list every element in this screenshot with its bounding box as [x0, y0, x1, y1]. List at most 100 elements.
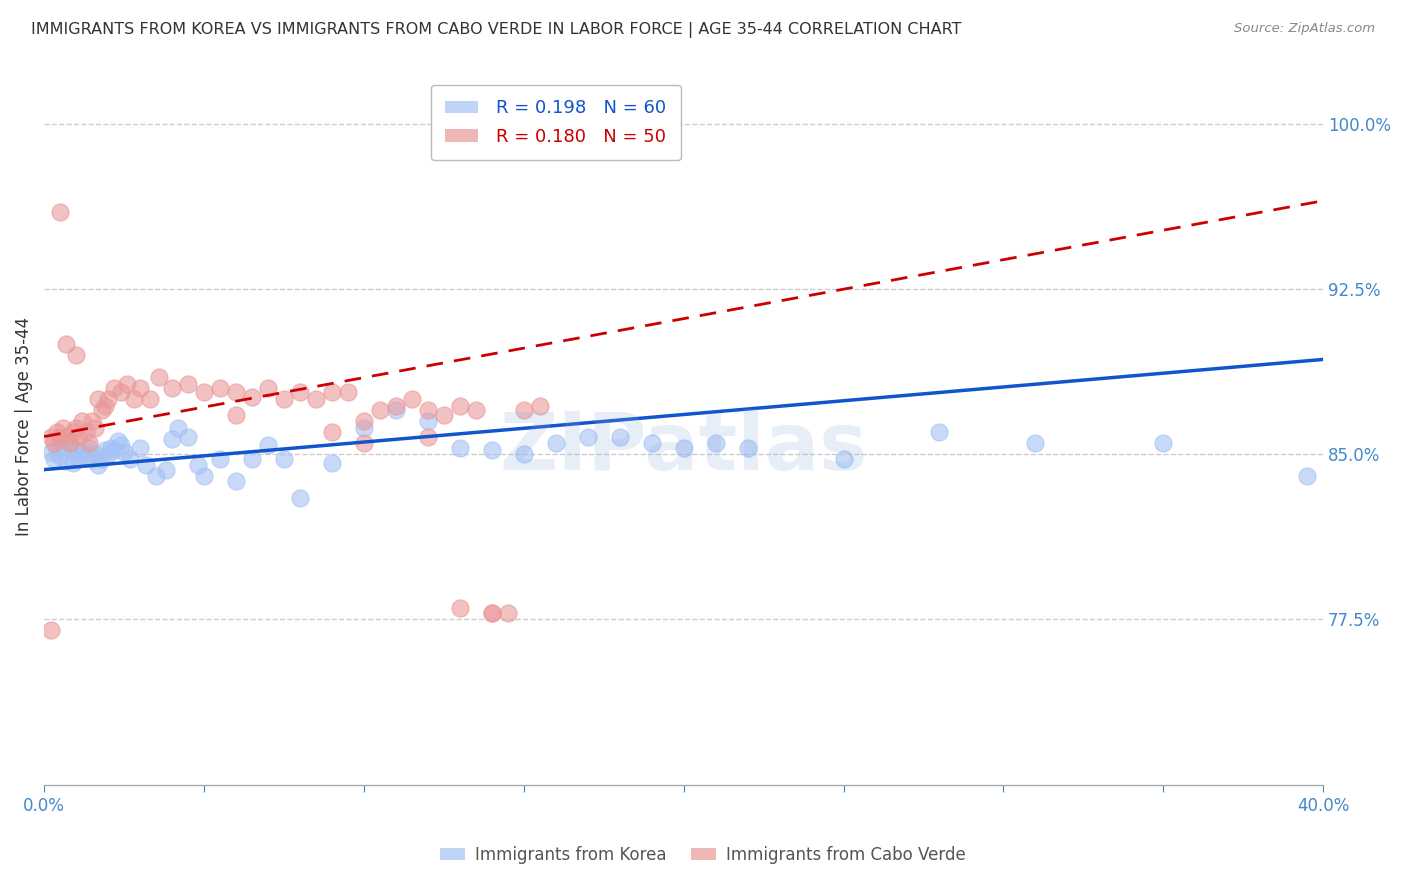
Point [39, 445, 62, 459]
Point [90, 451, 112, 466]
Point [39, 624, 62, 638]
Point [832, 451, 855, 466]
Point [288, 385, 311, 400]
Point [39, 429, 62, 443]
Point [481, 606, 503, 620]
Point [225, 474, 247, 488]
Point [449, 441, 471, 455]
Point [145, 469, 167, 483]
Point [433, 408, 456, 422]
Point [737, 441, 759, 455]
Point [288, 491, 311, 506]
Point [97, 392, 120, 406]
Point [75, 425, 97, 439]
Point [80, 451, 103, 466]
Point [305, 392, 328, 406]
Point [65, 421, 87, 435]
Point [77, 441, 100, 455]
Point [672, 441, 695, 455]
Point [368, 403, 391, 417]
Legend: R = 0.198   N = 60, R = 0.180   N = 50: R = 0.198 N = 60, R = 0.180 N = 50 [430, 85, 681, 161]
Point [257, 381, 280, 395]
Point [155, 462, 177, 476]
Point [135, 458, 157, 473]
Point [416, 414, 439, 428]
Point [928, 425, 950, 439]
Point [257, 438, 280, 452]
Text: IMMIGRANTS FROM KOREA VS IMMIGRANTS FROM CABO VERDE IN LABOR FORCE | AGE 35-44 C: IMMIGRANTS FROM KOREA VS IMMIGRANTS FROM… [31, 22, 962, 38]
Point [52, 421, 75, 435]
Point [110, 385, 132, 400]
Point [45, 441, 67, 455]
Point [449, 601, 471, 615]
Point [208, 381, 231, 395]
Point [240, 451, 263, 466]
Point [77, 436, 100, 450]
Point [45, 425, 67, 439]
Point [49, 429, 72, 443]
Point [65, 442, 87, 457]
Point [385, 403, 408, 417]
Point [122, 392, 145, 406]
Point [481, 442, 503, 457]
Point [94, 399, 117, 413]
Point [321, 385, 343, 400]
Point [42, 436, 65, 450]
Point [65, 348, 87, 362]
Point [177, 429, 200, 443]
Point [353, 436, 375, 450]
Point [80, 414, 103, 428]
Point [75, 450, 97, 464]
Point [225, 408, 247, 422]
Point [67, 451, 90, 466]
Point [55, 429, 77, 443]
Point [416, 403, 439, 417]
Point [129, 441, 152, 455]
Point [481, 606, 503, 620]
Point [129, 381, 152, 395]
Point [449, 399, 471, 413]
Point [67, 429, 90, 443]
Point [87, 392, 110, 406]
Point [87, 458, 110, 473]
Point [544, 436, 567, 450]
Point [65, 447, 87, 461]
Point [84, 421, 107, 435]
Text: Source: ZipAtlas.com: Source: ZipAtlas.com [1234, 22, 1375, 36]
Point [353, 414, 375, 428]
Point [208, 451, 231, 466]
Point [321, 425, 343, 439]
Point [160, 381, 183, 395]
Point [225, 385, 247, 400]
Legend: Immigrants from Korea, Immigrants from Cabo Verde: Immigrants from Korea, Immigrants from C… [433, 839, 973, 871]
Point [97, 447, 120, 461]
Point [193, 469, 215, 483]
Point [72, 414, 94, 428]
Point [138, 392, 160, 406]
Point [416, 429, 439, 443]
Point [49, 204, 72, 219]
Point [513, 447, 536, 461]
Point [72, 445, 94, 459]
Point [103, 442, 125, 457]
Point [160, 432, 183, 446]
Point [609, 429, 631, 443]
Point [1296, 469, 1319, 483]
Point [401, 392, 423, 406]
Point [59, 436, 82, 450]
Point [112, 445, 135, 459]
Point [336, 385, 359, 400]
Point [49, 450, 72, 464]
Point [59, 436, 82, 450]
Y-axis label: In Labor Force | Age 35-44: In Labor Force | Age 35-44 [15, 317, 32, 536]
Point [107, 434, 129, 448]
Point [62, 425, 84, 439]
Point [148, 370, 170, 384]
Point [90, 403, 112, 417]
Point [321, 456, 343, 470]
Point [576, 429, 599, 443]
Text: ZIPatlas: ZIPatlas [499, 409, 868, 487]
Point [100, 441, 122, 455]
Point [704, 436, 727, 450]
Point [62, 456, 84, 470]
